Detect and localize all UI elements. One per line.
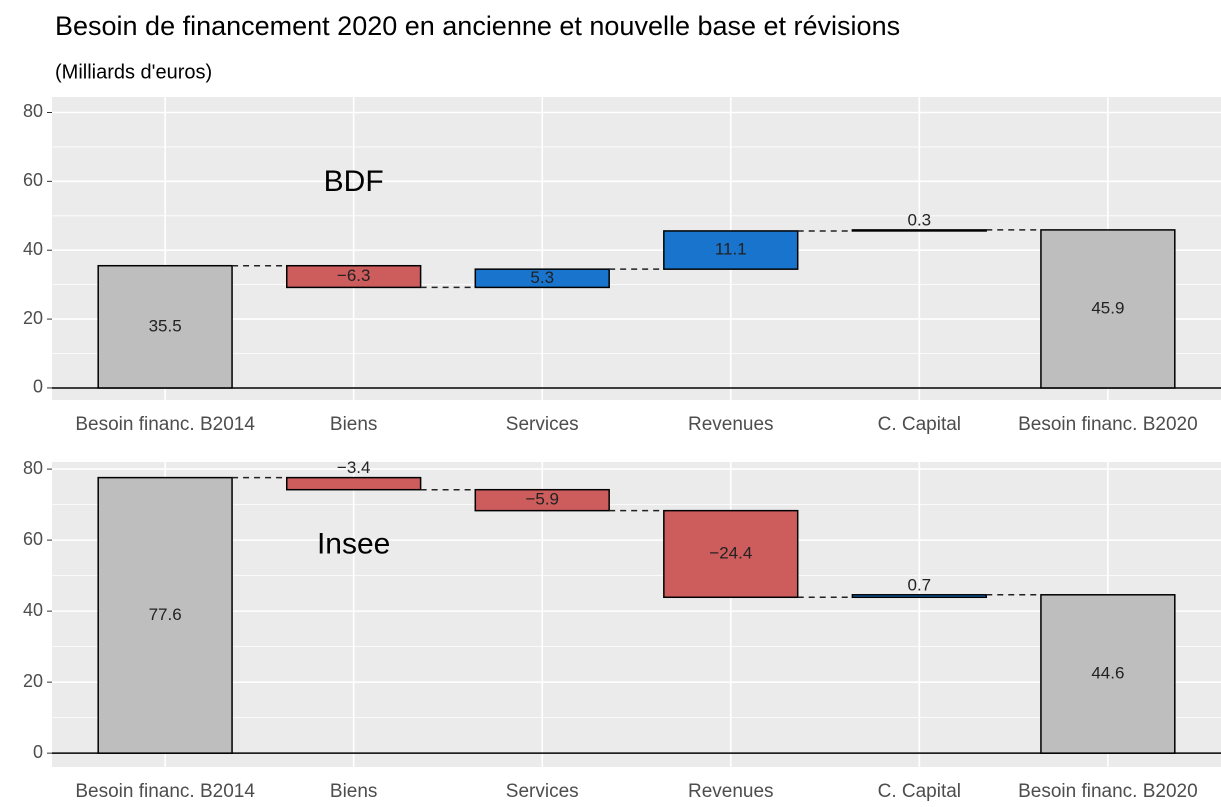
value-label: −6.3	[337, 266, 371, 285]
bar	[1040, 229, 1176, 389]
x-tick-label: Services	[506, 781, 579, 802]
annotation: BDF	[324, 165, 384, 198]
y-tick-label: 20	[23, 308, 43, 328]
value-label: 0.7	[908, 575, 932, 594]
x-tick-label: Besoin financ. B2014	[75, 414, 255, 435]
chart-title: Besoin de financement 2020 en ancienne e…	[55, 11, 900, 41]
value-label: 45.9	[1091, 298, 1124, 317]
x-tick-label: Services	[506, 414, 579, 435]
value-label: −3.4	[337, 458, 371, 477]
chart-subtitle: (Milliards d'euros)	[55, 61, 212, 83]
x-tick-label: Besoin financ. B2020	[1018, 781, 1198, 802]
bar	[97, 264, 233, 389]
plot-background	[52, 97, 1221, 400]
annotation: Insee	[317, 527, 390, 560]
value-label: −5.9	[525, 490, 559, 509]
x-tick-label: Besoin financ. B2014	[75, 781, 255, 802]
bar	[474, 268, 610, 289]
x-tick-label: Biens	[330, 414, 378, 435]
x-tick-label: Revenues	[688, 414, 774, 435]
value-label: 35.5	[149, 316, 182, 335]
y-tick-label: 80	[23, 458, 43, 478]
value-label: 0.3	[908, 210, 932, 229]
bar	[1040, 594, 1176, 754]
value-label: −24.4	[709, 543, 752, 562]
x-tick-label: C. Capital	[878, 414, 961, 435]
bar	[97, 476, 233, 754]
plot-background	[52, 462, 1221, 767]
y-tick-label: 0	[33, 377, 43, 397]
y-tick-label: 40	[23, 600, 43, 620]
y-tick-label: 40	[23, 239, 43, 259]
y-tick-label: 20	[23, 671, 43, 691]
x-tick-label: Besoin financ. B2020	[1018, 414, 1198, 435]
value-label: 11.1	[715, 240, 747, 259]
y-tick-label: 60	[23, 529, 43, 549]
bar	[474, 488, 610, 512]
x-tick-label: Revenues	[688, 781, 774, 802]
bar	[851, 594, 988, 599]
x-tick-label: C. Capital	[878, 781, 961, 802]
value-label: 44.6	[1091, 663, 1124, 682]
bar	[663, 509, 799, 599]
bar	[285, 264, 422, 289]
y-tick-label: 80	[23, 101, 43, 121]
x-tick-label: Biens	[330, 781, 378, 802]
bar	[285, 476, 422, 491]
y-tick-label: 60	[23, 170, 43, 190]
value-label: 77.6	[149, 605, 182, 624]
value-label: 5.3	[530, 268, 554, 287]
bar	[663, 230, 799, 270]
y-tick-label: 0	[33, 742, 43, 762]
bar	[851, 229, 988, 232]
